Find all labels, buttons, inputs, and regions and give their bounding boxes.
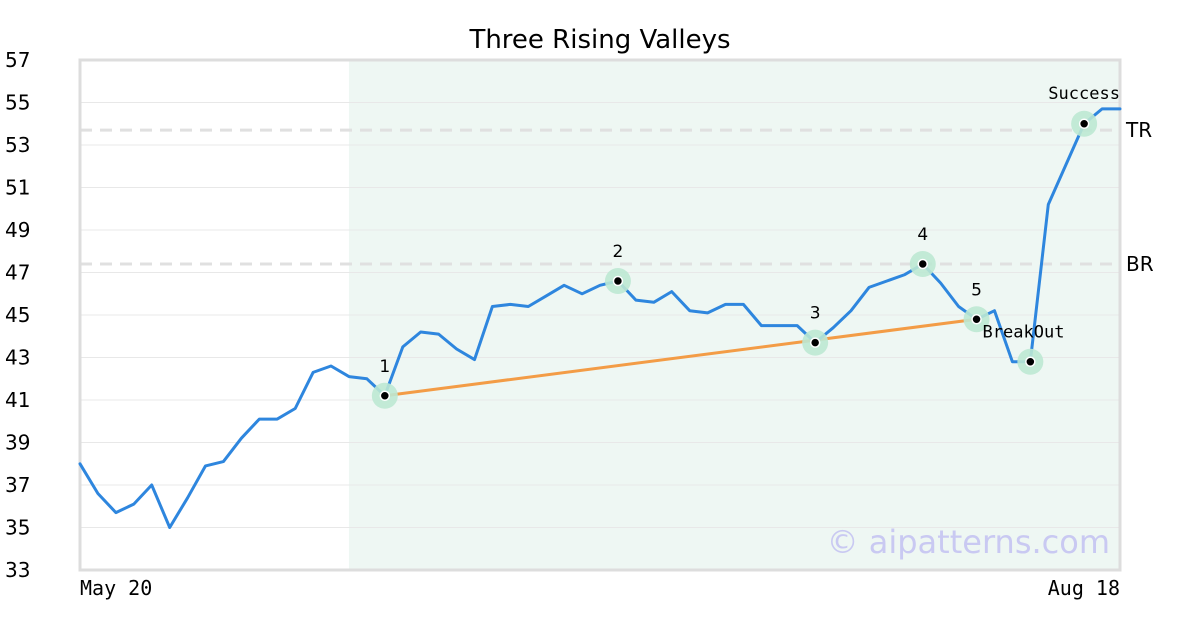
x-tick-label-end: Aug 18: [1048, 576, 1120, 600]
price-series-layer: [78, 107, 1122, 529]
y-tick-label: 43: [5, 346, 30, 370]
reference-line-label: TR: [1125, 118, 1152, 142]
price-line: [78, 107, 1122, 529]
marker-point: [917, 258, 929, 270]
marker-point: [1025, 356, 1036, 367]
y-tick-label: 47: [5, 261, 30, 285]
chart-title: Three Rising Valleys: [468, 25, 730, 55]
marker-point: [379, 390, 391, 401]
marker-point: [612, 275, 624, 287]
reference-lines: TR BR: [80, 118, 1154, 276]
x-tick-label-start: May 20: [80, 576, 152, 600]
point-label-4: 4: [917, 225, 928, 245]
gridlines: [80, 102, 1120, 528]
marker-point: [1078, 118, 1090, 129]
breakout-label: BreakOut: [983, 322, 1065, 342]
y-tick-label: 53: [5, 133, 30, 157]
point-label-2: 2: [613, 242, 624, 262]
marker-point: [809, 337, 821, 348]
support-trend-line: [383, 317, 979, 398]
y-tick-label: 35: [5, 516, 30, 540]
y-tick-label: 49: [5, 218, 30, 242]
plot-frame: [78, 58, 1122, 572]
y-tick-label: 51: [5, 176, 30, 200]
y-tick-label: 57: [5, 48, 30, 72]
point-label-1: 1: [379, 357, 390, 377]
labels: 1 2 3 4 5 BreakOut Success: [379, 84, 1120, 377]
marker-point: [971, 314, 982, 325]
y-tick-label: 37: [5, 473, 30, 497]
y-tick-label: 33: [5, 558, 30, 582]
y-tick-label: 39: [5, 431, 30, 455]
reference-line-label: BR: [1126, 252, 1154, 276]
point-label-5: 5: [971, 280, 982, 300]
y-tick-label: 55: [5, 91, 30, 115]
success-label: Success: [1048, 84, 1120, 104]
support-line-layer: [383, 317, 979, 398]
point-label-3: 3: [810, 304, 821, 324]
markers: [371, 110, 1098, 409]
y-tick-label: 45: [5, 303, 30, 327]
y-tick-label: 41: [5, 388, 30, 412]
watermark: © aipatterns.com: [827, 523, 1110, 561]
